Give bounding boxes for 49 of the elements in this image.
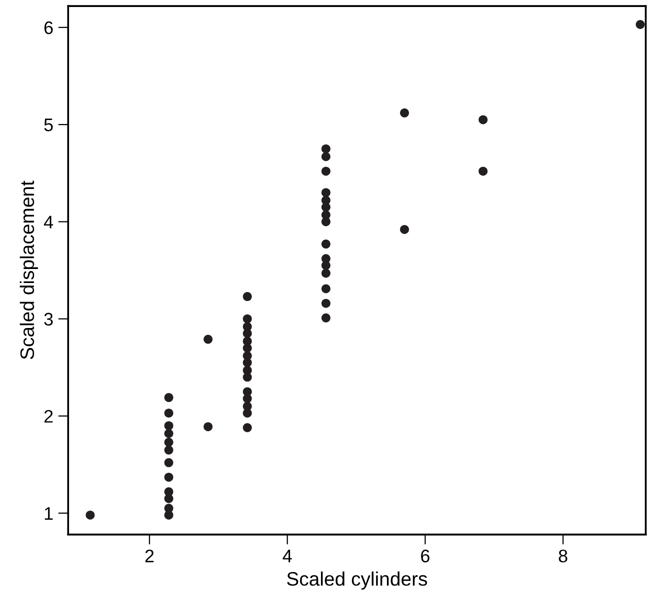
point bbox=[242, 314, 252, 324]
point bbox=[164, 446, 174, 455]
point bbox=[242, 358, 252, 368]
x-tick-label: 6 bbox=[421, 550, 430, 562]
point bbox=[164, 408, 174, 418]
point bbox=[321, 188, 330, 198]
point bbox=[478, 115, 488, 124]
point bbox=[321, 298, 330, 308]
point bbox=[321, 240, 330, 249]
point bbox=[400, 224, 410, 234]
point bbox=[204, 334, 213, 344]
point bbox=[321, 313, 330, 322]
point bbox=[242, 344, 252, 353]
point bbox=[86, 510, 95, 520]
point bbox=[242, 292, 252, 302]
point bbox=[242, 372, 252, 382]
point bbox=[164, 429, 174, 438]
y-tick-label: 4 bbox=[44, 216, 54, 228]
y-tick-label: 2 bbox=[44, 410, 53, 423]
y-tick-label: 1 bbox=[44, 507, 53, 520]
y-tick-label: 5 bbox=[44, 118, 53, 132]
point bbox=[321, 202, 330, 212]
point bbox=[636, 20, 645, 29]
point bbox=[164, 494, 174, 504]
point bbox=[164, 510, 174, 520]
point bbox=[321, 144, 330, 154]
y-tick-label: 6 bbox=[44, 21, 53, 34]
point bbox=[478, 166, 488, 176]
x-tick-label: 2 bbox=[145, 550, 154, 562]
point bbox=[321, 217, 330, 226]
x-axis-title: Scaled cylinders bbox=[287, 572, 428, 590]
point bbox=[164, 458, 174, 468]
point bbox=[321, 284, 330, 294]
point bbox=[242, 408, 252, 418]
point bbox=[242, 423, 252, 432]
point bbox=[321, 152, 330, 162]
point bbox=[164, 421, 174, 430]
point bbox=[164, 472, 174, 482]
point bbox=[164, 438, 174, 447]
point bbox=[400, 108, 410, 118]
point bbox=[204, 422, 213, 432]
y-axis-title: Scaled displacement bbox=[20, 180, 38, 360]
y-tick-label: 3 bbox=[44, 312, 53, 326]
x-tick-label: 4 bbox=[282, 550, 292, 562]
point bbox=[242, 394, 252, 404]
point bbox=[164, 393, 174, 402]
point bbox=[321, 268, 330, 278]
x-tick-label: 8 bbox=[558, 550, 568, 562]
point bbox=[321, 166, 330, 176]
